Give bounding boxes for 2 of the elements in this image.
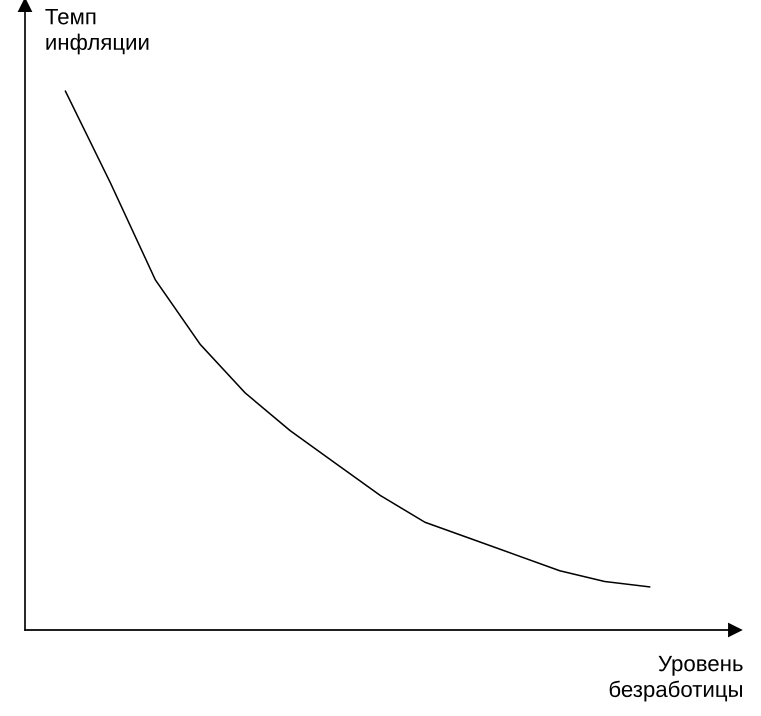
y-axis-title: Темп инфляции	[45, 8, 148, 54]
x-axis-title: Уровень безработицы	[610, 656, 743, 702]
